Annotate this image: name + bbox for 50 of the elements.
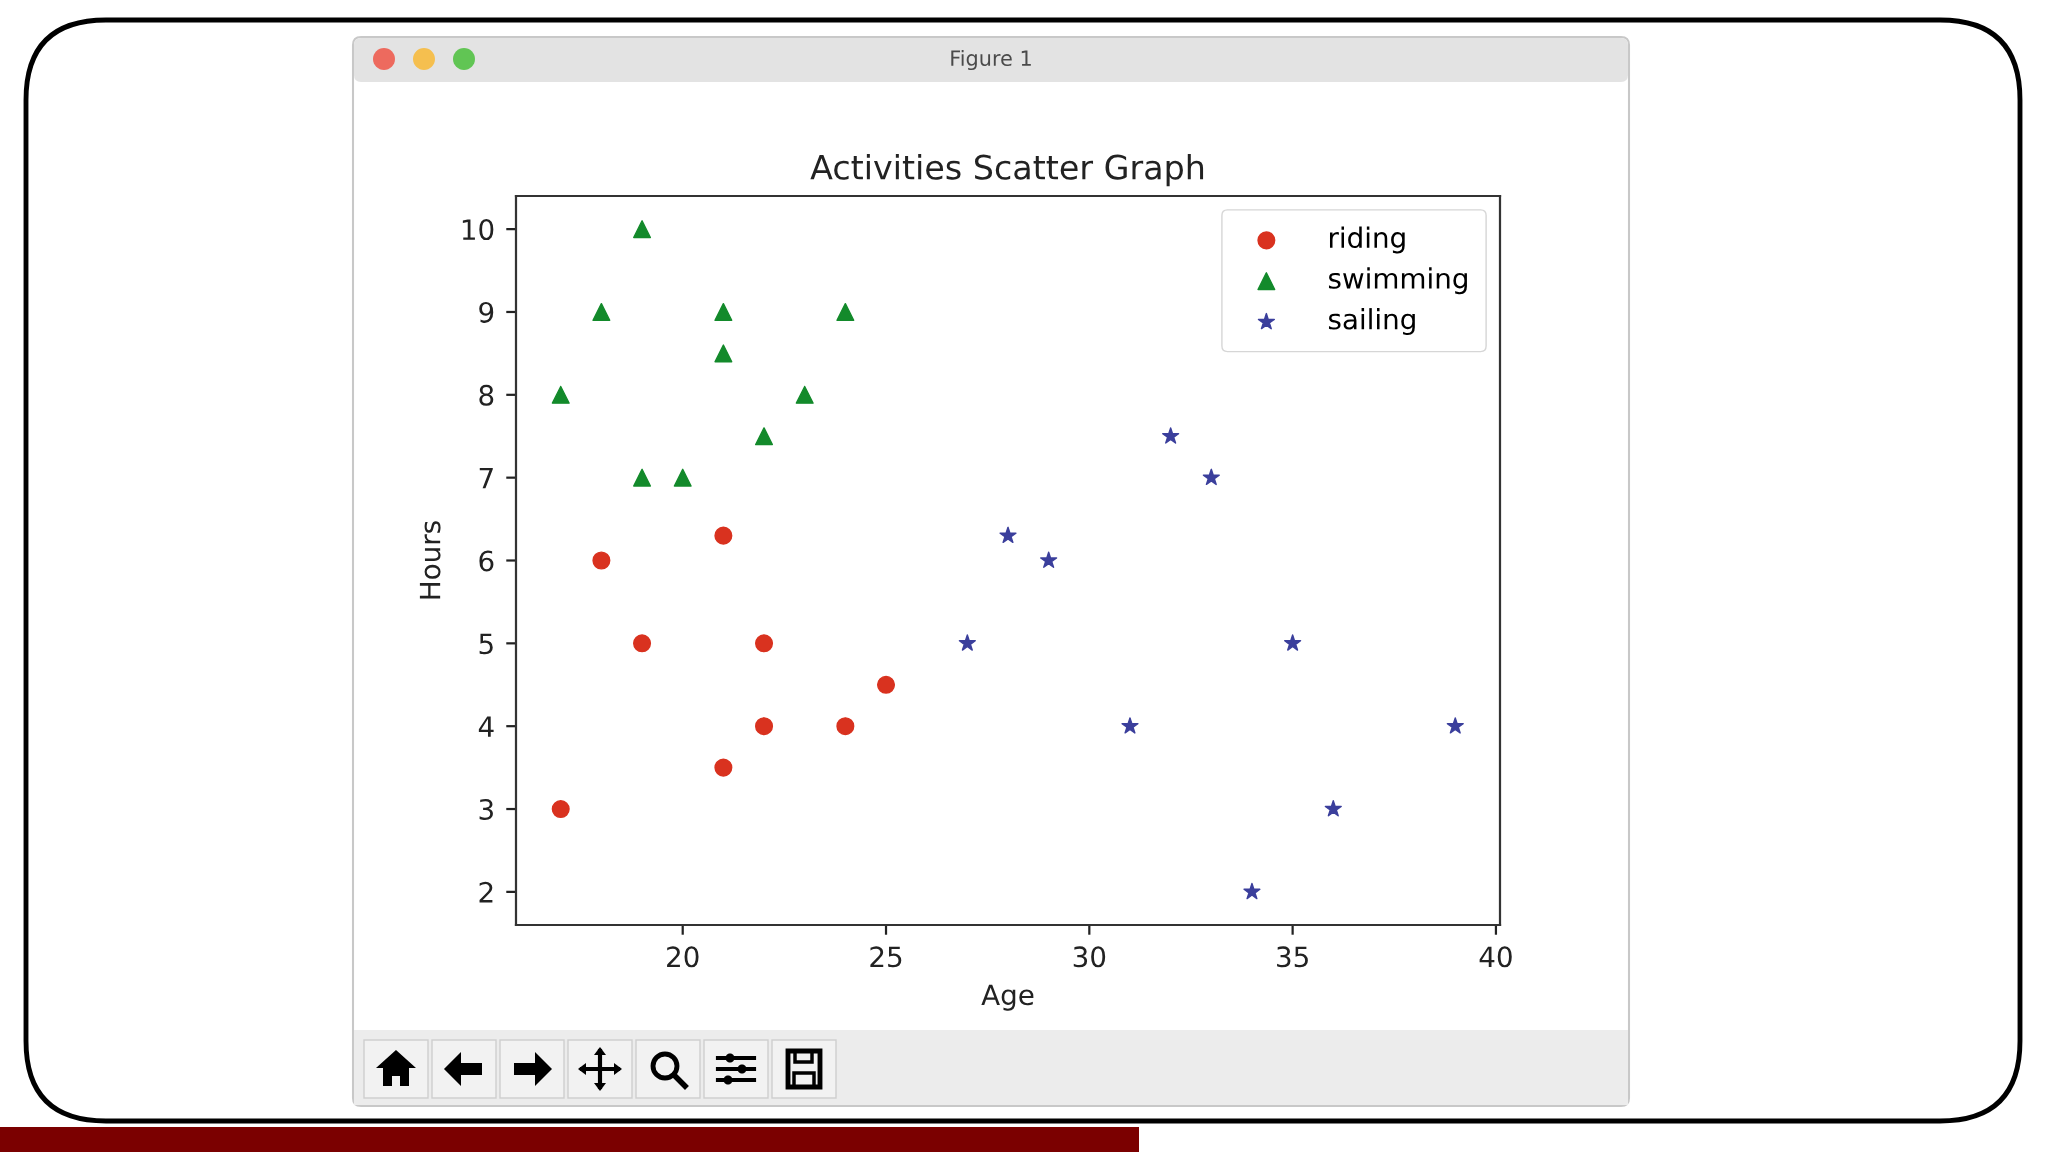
x-tick-label: 40 xyxy=(1479,946,1512,968)
y-tick-label: 6 xyxy=(479,550,494,572)
y-tick-label: 10 xyxy=(462,219,494,241)
point xyxy=(551,385,570,404)
point xyxy=(999,526,1017,544)
point xyxy=(755,717,774,736)
point xyxy=(795,385,814,404)
point xyxy=(714,302,733,322)
point xyxy=(592,302,611,322)
legend-label: swimming xyxy=(1328,267,1467,295)
point xyxy=(1243,882,1261,900)
y-tick-label: 4 xyxy=(478,716,494,737)
y-tick-label: 9 xyxy=(479,301,494,323)
point xyxy=(958,634,976,651)
x-tick-label: 35 xyxy=(1277,946,1308,968)
point xyxy=(633,468,652,487)
point xyxy=(714,526,733,545)
point xyxy=(755,427,774,446)
point xyxy=(551,799,570,819)
point xyxy=(633,634,652,653)
point xyxy=(1202,468,1220,486)
point xyxy=(1162,427,1180,444)
legend-label: riding xyxy=(1329,226,1405,254)
point xyxy=(1121,717,1139,734)
y-tick-label: 8 xyxy=(479,384,494,406)
point xyxy=(1040,551,1058,568)
legend-label: sailing xyxy=(1328,308,1415,335)
point xyxy=(592,551,611,570)
point xyxy=(836,717,855,736)
y-tick-label: 3 xyxy=(479,798,493,820)
y-tick-label: 5 xyxy=(479,633,493,655)
y-tick-label: 2 xyxy=(479,881,493,903)
point xyxy=(714,758,733,777)
point xyxy=(836,302,855,322)
caption: Figure 1 xyxy=(951,49,1031,71)
point xyxy=(876,675,896,694)
chart-title: Activities Scatter Graph xyxy=(810,154,1204,187)
y-axis-title: Hours xyxy=(419,521,441,599)
x-axis-title: Age xyxy=(981,984,1034,1011)
x-tick-label: 30 xyxy=(1073,946,1106,968)
point xyxy=(755,634,774,653)
point xyxy=(673,468,692,487)
point xyxy=(714,344,733,363)
point xyxy=(633,220,652,239)
y-tick-label: 7 xyxy=(479,467,493,489)
point xyxy=(1324,799,1342,817)
point xyxy=(1284,634,1302,651)
x-tick-label: 25 xyxy=(870,946,902,968)
point xyxy=(1446,717,1464,734)
x-tick-label: 20 xyxy=(667,946,699,968)
